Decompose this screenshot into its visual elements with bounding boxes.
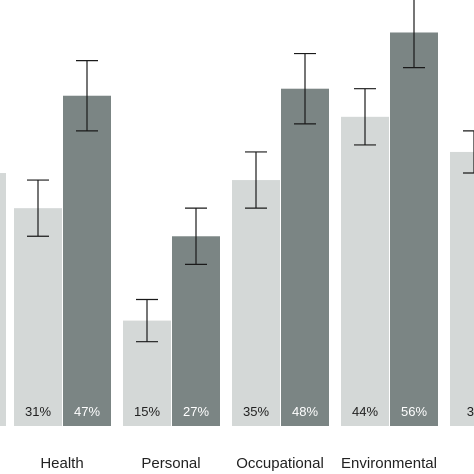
data-label-environmental-s2: 56%	[401, 404, 427, 419]
data-label-occupational-s2: 48%	[292, 404, 318, 419]
bar-environmental-s1	[341, 116, 389, 426]
category-label-environmental: Environmental	[341, 455, 437, 472]
bar-health-s2	[63, 95, 111, 426]
category-label-occupational: Occupational	[236, 455, 324, 472]
data-label-environmental-s1: 44%	[352, 404, 378, 419]
category-label-personal: Personal	[141, 455, 200, 472]
category-label-health: Health	[40, 455, 83, 472]
bar-occupational-s1	[232, 180, 280, 426]
data-label-po-s1: 39	[467, 404, 474, 419]
bar-health-s1	[14, 208, 62, 426]
bar-po-s1	[450, 151, 474, 426]
data-label-personal-s2: 27%	[183, 404, 209, 419]
bar-environmental-s2	[390, 32, 438, 427]
data-label-occupational-s1: 35%	[243, 404, 269, 419]
data-label-health-s2: 47%	[74, 404, 100, 419]
bar-partial-left	[0, 173, 6, 426]
bar-occupational-s2	[281, 88, 329, 427]
data-label-personal-s1: 15%	[134, 404, 160, 419]
bar-personal-s2	[172, 236, 220, 426]
data-label-health-s1: 31%	[25, 404, 51, 419]
